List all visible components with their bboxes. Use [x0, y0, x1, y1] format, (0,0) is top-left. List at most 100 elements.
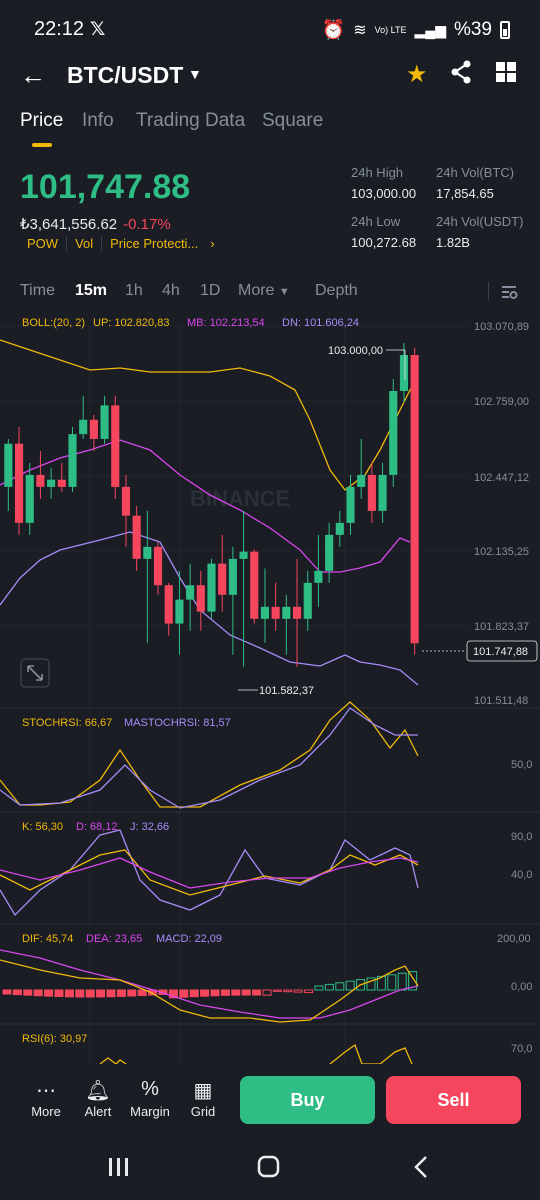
candle-body [335, 522, 344, 535]
buy-button[interactable]: Buy [240, 1076, 375, 1124]
candle-body [314, 570, 323, 583]
tf-1h[interactable]: 1h [125, 282, 143, 299]
sell-button[interactable]: Sell [386, 1076, 521, 1124]
macd-bar [168, 989, 178, 999]
bottom-action-bar: ⋯ More 🔔︎ Alert % Margin ▦ Grid Buy Sell [0, 1064, 540, 1140]
favorite-star-icon[interactable]: ★ [406, 61, 428, 88]
candle-body [36, 474, 45, 487]
macd-bar [137, 989, 147, 997]
layout-grid-icon[interactable] [496, 62, 516, 82]
tab-price[interactable]: Price [20, 110, 64, 131]
tf-depth[interactable]: Depth [315, 282, 358, 299]
current-price-label: 101.747,88 [473, 646, 528, 658]
pair-title[interactable]: BTC/USDT [67, 62, 184, 88]
margin-button[interactable]: % Margin [125, 1078, 175, 1119]
tf-4h[interactable]: 4h [162, 282, 180, 299]
candle-body [239, 551, 248, 559]
kdj-axis-label: 90,0 [511, 831, 532, 843]
stat-value: 103,000.00 [351, 186, 417, 201]
signal-icon: ▂▄▆ [414, 21, 446, 38]
chevron-down-icon[interactable]: ▼ [188, 66, 202, 82]
candle-body [346, 486, 355, 523]
stat-label: 24h Low [351, 214, 401, 229]
more-button[interactable]: ⋯ More [21, 1078, 71, 1119]
kdj-k-label: K: 56,30 [22, 821, 63, 833]
candle-body [303, 582, 312, 619]
macd-bar [106, 989, 116, 998]
candle-body [260, 606, 270, 619]
rsi-axis-label: 70,0 [511, 1043, 532, 1055]
grid-button[interactable]: ▦ Grid [178, 1078, 228, 1119]
tf-time[interactable]: Time [20, 282, 55, 299]
candle-body [389, 390, 398, 475]
macd-bar [324, 983, 334, 991]
percent-icon: % [141, 1078, 159, 1100]
tab-trading-data[interactable]: Trading Data [136, 110, 246, 131]
macd-bar [314, 985, 324, 991]
kdj-j-label: J: 32,66 [130, 821, 169, 833]
lte-indicator: Vo) LTE [374, 24, 407, 35]
kdj-axis-label: 40,0 [511, 869, 532, 881]
macd-bar [220, 989, 230, 996]
stat-label: 24h Vol(USDT) [436, 214, 524, 229]
low-marker-label: 101.582,37 [259, 685, 314, 697]
share-icon[interactable] [450, 60, 472, 84]
rsi-line [329, 1043, 413, 1064]
fiat-price: ₺3,641,556.62 [20, 216, 118, 233]
tf-15m[interactable]: 15m [75, 282, 108, 299]
home-icon[interactable] [257, 1155, 280, 1178]
macd-bar [23, 989, 33, 996]
candle-body [325, 534, 334, 571]
macd-dea-label: DEA: 23,65 [86, 933, 142, 945]
tag-pow[interactable]: POW [27, 236, 68, 251]
price-chart[interactable]: BINANCE BOLL:(20, 2) UP: 102.820,83 MB: … [0, 310, 540, 1064]
macd-dif-label: DIF: 45,74 [22, 933, 73, 945]
tf-1d[interactable]: 1D [200, 282, 221, 299]
candle-body [132, 515, 141, 559]
last-price: 101,747.88 [20, 168, 191, 206]
candle-body [14, 443, 24, 523]
macd-bar [231, 989, 241, 996]
recents-icon[interactable] [109, 1158, 128, 1176]
stat-24h-vol-usdt: 24h Vol(USDT) 1.82B [436, 214, 523, 250]
candle-body [207, 563, 216, 612]
back-icon[interactable] [414, 1156, 427, 1178]
tag-vol[interactable]: Vol [75, 236, 103, 251]
candle-body [89, 419, 98, 439]
candle-body [282, 606, 291, 619]
candle-body [79, 419, 88, 435]
chart-settings-icon[interactable] [500, 283, 518, 301]
candle-body [196, 585, 205, 612]
expand-icon[interactable] [20, 658, 50, 688]
macd-bar [33, 989, 43, 997]
macd-axis-label: 0,00 [511, 981, 532, 993]
candle-body [164, 585, 173, 624]
status-bar: 22:12 𝕏 ⏰ ≋ Vo) LTE ▂▄▆ %39 [0, 0, 540, 58]
macd-bar [293, 989, 303, 993]
macd-bar [127, 989, 137, 997]
more-label: More [31, 1104, 61, 1119]
stat-24h-high: 24h High 103,000.00 [351, 165, 416, 201]
macd-bar [85, 989, 95, 998]
macd-bar [2, 989, 12, 995]
macd-bar [64, 989, 74, 998]
stat-24h-low: 24h Low 100,272.68 [351, 214, 416, 250]
tab-info[interactable]: Info [82, 110, 114, 131]
tf-more[interactable]: More ▼ [238, 282, 290, 299]
macd-bar [116, 989, 126, 997]
macd-bar [75, 989, 85, 998]
macd-bar [179, 989, 189, 998]
tag-price-protection[interactable]: Price Protecti... › [110, 236, 215, 251]
macd-bar [189, 989, 199, 998]
back-arrow-icon[interactable]: ← [20, 60, 46, 90]
stochrsi-label: STOCHRSI: 66,67 [22, 717, 112, 729]
alert-button[interactable]: 🔔︎ Alert [73, 1078, 123, 1119]
tab-square[interactable]: Square [262, 110, 324, 131]
bell-icon: 🔔︎ [85, 1080, 111, 1102]
candle-body [228, 558, 237, 595]
x-app-icon: 𝕏 [90, 19, 106, 40]
stat-label: 24h High [351, 165, 404, 180]
tab-bar: Price Info Trading Data Square [20, 110, 520, 150]
battery-icon [500, 21, 510, 39]
candle-body [100, 405, 109, 439]
